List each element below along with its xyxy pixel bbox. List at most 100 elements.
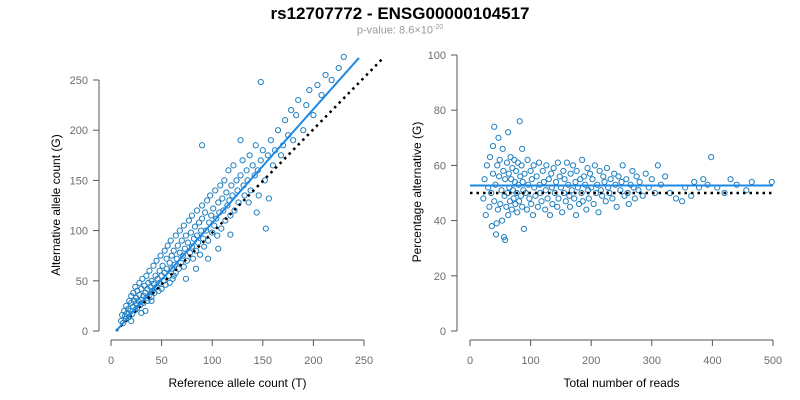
x-tick-label: 500 [764,355,782,367]
chart-subtitle: p-value: 8.6×10-20 [0,24,800,37]
data-point [494,162,501,169]
data-point [210,205,217,212]
data-point [233,177,240,184]
y-tick-label: 20 [434,271,446,283]
data-point [166,279,173,286]
x-tick-label: 200 [582,355,600,367]
data-point [277,152,285,159]
data-point [246,152,253,159]
data-point [214,232,221,239]
data-point [231,207,238,214]
data-point [293,112,300,119]
data-point [207,192,214,199]
data-point [170,247,177,254]
data-point [497,200,504,208]
data-point [579,198,586,205]
data-point [568,187,575,194]
data-point [328,76,335,84]
data-point [615,173,622,180]
data-point [550,165,557,172]
data-point [198,142,206,149]
data-point [175,265,182,272]
data-point [578,189,585,197]
data-point [253,209,260,216]
data-point [208,212,215,219]
data-point [559,209,566,216]
data-point [182,232,189,239]
data-point [184,239,192,246]
data-point [526,195,533,202]
data-point [743,187,750,194]
x-tick-label: 150 [254,355,272,367]
data-point [609,195,616,202]
data-point [259,147,266,154]
y-tick-label: 40 [434,216,446,228]
data-point [167,237,174,244]
data-point [192,265,200,272]
data-point [635,187,642,194]
y-tick-label: 80 [434,105,446,117]
data-point [274,127,282,134]
data-point [519,145,526,152]
data-point [143,272,150,279]
data-point [513,189,520,197]
data-point [198,202,206,209]
data-point [629,167,636,175]
y-axis-label: Percentage alternative (G) [410,122,424,263]
data-point [181,245,188,252]
data-point [486,154,494,161]
data-point [543,162,550,169]
data-point [205,255,212,262]
data-point [505,129,512,136]
data-point [148,297,155,304]
data-point [228,182,235,189]
data-point [624,189,631,197]
data-point [255,192,262,199]
data-point [603,165,611,172]
data-point [538,198,545,205]
data-point [539,167,546,175]
data-point [607,176,614,183]
data-point [495,173,503,180]
data-point [215,199,222,206]
data-point [191,223,199,230]
y-tick-label: 60 [434,160,446,172]
data-point [600,173,607,180]
data-point [489,142,497,150]
data-point [611,170,618,177]
x-tick-label: 100 [521,355,539,367]
data-point [575,200,583,208]
data-point [172,232,179,239]
data-point [592,189,600,197]
data-point [566,203,574,210]
data-point [202,209,209,216]
data-point [510,195,517,202]
data-point [691,178,698,186]
data-point [251,172,258,179]
data-point [227,231,234,238]
data-point [500,167,507,175]
data-point [161,247,168,254]
data-point [700,176,707,183]
data-point [549,200,556,208]
data-point [281,117,289,124]
data-point [483,162,491,169]
data-point [128,317,135,325]
percentage-alternative-scatter-panel: 0 100 200 300 400 500 0 20 40 60 80 100 Total number… [410,50,782,390]
data-point [169,275,176,282]
data-point [220,207,227,214]
x-tick-label: 200 [304,355,322,367]
data-point [212,187,219,194]
data-point [229,192,236,199]
data-point [120,319,127,327]
data-point [619,162,626,169]
data-point [494,206,501,213]
data-point [201,243,208,250]
data-point [672,195,680,202]
data-point [217,182,224,189]
data-point [340,53,347,61]
data-point [572,178,579,186]
data-point [492,231,500,238]
data-point [514,159,521,166]
data-point [586,170,594,177]
